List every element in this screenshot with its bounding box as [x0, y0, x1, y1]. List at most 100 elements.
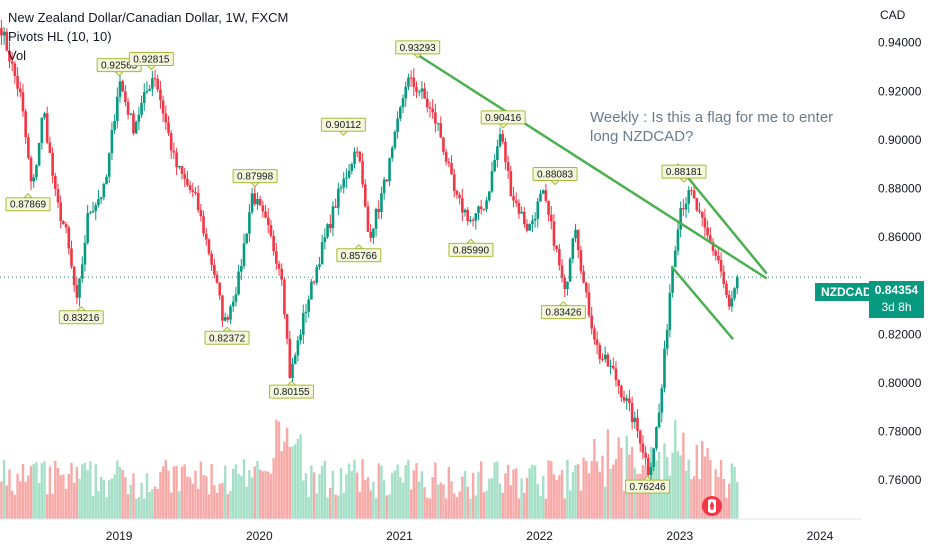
volume-bar — [302, 480, 305, 519]
volume-bar — [121, 469, 124, 519]
trendline — [676, 163, 768, 275]
y-tick-label: 0.90000 — [878, 133, 922, 147]
candle-body — [520, 211, 523, 214]
candle-body — [447, 161, 451, 164]
volume-bar — [156, 488, 159, 519]
candle-body — [151, 78, 154, 89]
candle-body — [312, 281, 316, 283]
candle-body — [10, 61, 14, 64]
candle-body — [382, 179, 386, 194]
candle-body — [64, 224, 68, 228]
candle-body — [671, 267, 674, 293]
volume-bar — [35, 462, 38, 519]
candle-body — [121, 81, 124, 92]
candle-body — [528, 224, 532, 231]
volume-bar — [709, 459, 712, 519]
volume-bar — [105, 497, 108, 519]
candle-body — [331, 206, 335, 229]
candle-body — [342, 178, 346, 188]
candle-body — [725, 283, 728, 296]
candle-body — [140, 103, 143, 115]
volume-bar — [461, 476, 464, 519]
volume-bar — [725, 497, 728, 519]
volume-bar — [170, 492, 173, 519]
volume-bar — [67, 473, 70, 519]
x-tick-label: 2024 — [807, 529, 834, 543]
candle-body — [485, 200, 488, 210]
candle-body — [283, 279, 286, 315]
volume-bar — [509, 485, 513, 519]
candle-body — [496, 146, 499, 161]
volume-bar — [488, 478, 491, 519]
indicator-volume-label[interactable]: Vol — [8, 48, 27, 63]
candle-body — [264, 211, 267, 218]
volume-bar — [299, 434, 302, 519]
pivot-pointer — [146, 65, 157, 71]
volume-bar — [32, 463, 35, 519]
volume-bar — [159, 471, 162, 519]
candle-body — [396, 118, 399, 132]
candle-body — [493, 160, 496, 172]
pivot-value: 0.83426 — [545, 308, 582, 319]
candle-body — [687, 190, 691, 204]
pivot-box — [661, 164, 707, 179]
volume-bar — [447, 466, 451, 519]
candle-body — [407, 77, 410, 87]
volume-bar — [496, 461, 499, 519]
volume-bar — [10, 490, 14, 519]
candle-body — [21, 92, 25, 112]
candle-body — [59, 202, 63, 222]
chart-title[interactable]: New Zealand Dollar/Canadian Dollar, 1W, … — [8, 10, 289, 25]
x-tick-label: 2022 — [526, 529, 553, 543]
candle-body — [609, 365, 612, 367]
candle-body — [512, 196, 515, 201]
volume-bar — [625, 435, 628, 519]
candle-body — [169, 133, 173, 151]
volume-bar — [520, 478, 523, 519]
volume-bar — [194, 470, 197, 519]
candle-body — [444, 152, 448, 162]
candle-body — [250, 193, 254, 213]
canada-flag-icon[interactable] — [702, 496, 722, 516]
candle-body — [129, 113, 133, 115]
indicator-pivots-label[interactable]: Pivots HL (10, 10) — [8, 29, 112, 44]
volume-bar — [27, 475, 30, 519]
candle-body — [5, 31, 9, 51]
candle-body — [310, 281, 313, 300]
candle-body — [617, 380, 620, 386]
candle-body — [676, 229, 680, 251]
candle-body — [399, 107, 402, 119]
candle-body — [377, 208, 381, 213]
volume-bar — [404, 464, 407, 519]
x-tick-label: 2021 — [386, 529, 413, 543]
volume-bar — [401, 482, 405, 519]
volume-bar — [2, 459, 6, 519]
chart-annotation[interactable]: Weekly : Is this a flag for me to enter … — [590, 109, 834, 145]
volume-bar — [213, 485, 216, 519]
volume-bar — [89, 461, 92, 519]
candle-body — [644, 452, 647, 458]
volume-bar — [237, 474, 240, 519]
volume-bar — [326, 497, 329, 519]
candle-body — [531, 220, 534, 225]
candle-body — [188, 185, 192, 190]
volume-bar — [8, 469, 11, 519]
volume-bar — [102, 479, 106, 519]
candle-body — [568, 258, 572, 282]
pivot-pointer — [497, 123, 509, 129]
volume-bar — [21, 464, 25, 519]
candle-body — [328, 223, 332, 229]
volume-bar — [385, 495, 389, 519]
candle-body — [684, 203, 688, 210]
volume-bar — [587, 473, 591, 519]
volume-bar — [498, 483, 502, 519]
volume-bar — [388, 494, 391, 519]
pivot-label: 0.90112 — [320, 117, 366, 136]
volume-bar — [603, 486, 607, 519]
volume-bar — [97, 491, 100, 519]
volume-bar — [466, 486, 469, 519]
candle-body — [24, 111, 27, 138]
pivot-box — [269, 384, 315, 399]
volume-bar — [717, 477, 720, 519]
